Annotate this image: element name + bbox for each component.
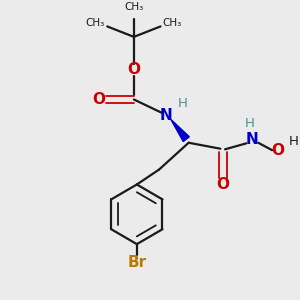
Text: CH₃: CH₃ xyxy=(124,2,143,12)
Text: N: N xyxy=(160,108,173,123)
Text: O: O xyxy=(128,62,140,77)
Text: Br: Br xyxy=(127,255,146,270)
Text: O: O xyxy=(92,92,105,107)
Text: CH₃: CH₃ xyxy=(163,18,182,28)
Text: O: O xyxy=(216,177,229,192)
Text: H: H xyxy=(244,117,254,130)
Text: CH₃: CH₃ xyxy=(86,18,105,28)
Text: H: H xyxy=(178,97,188,110)
Text: O: O xyxy=(271,143,284,158)
Text: N: N xyxy=(246,132,259,147)
Text: H: H xyxy=(289,135,299,148)
Polygon shape xyxy=(171,119,189,142)
